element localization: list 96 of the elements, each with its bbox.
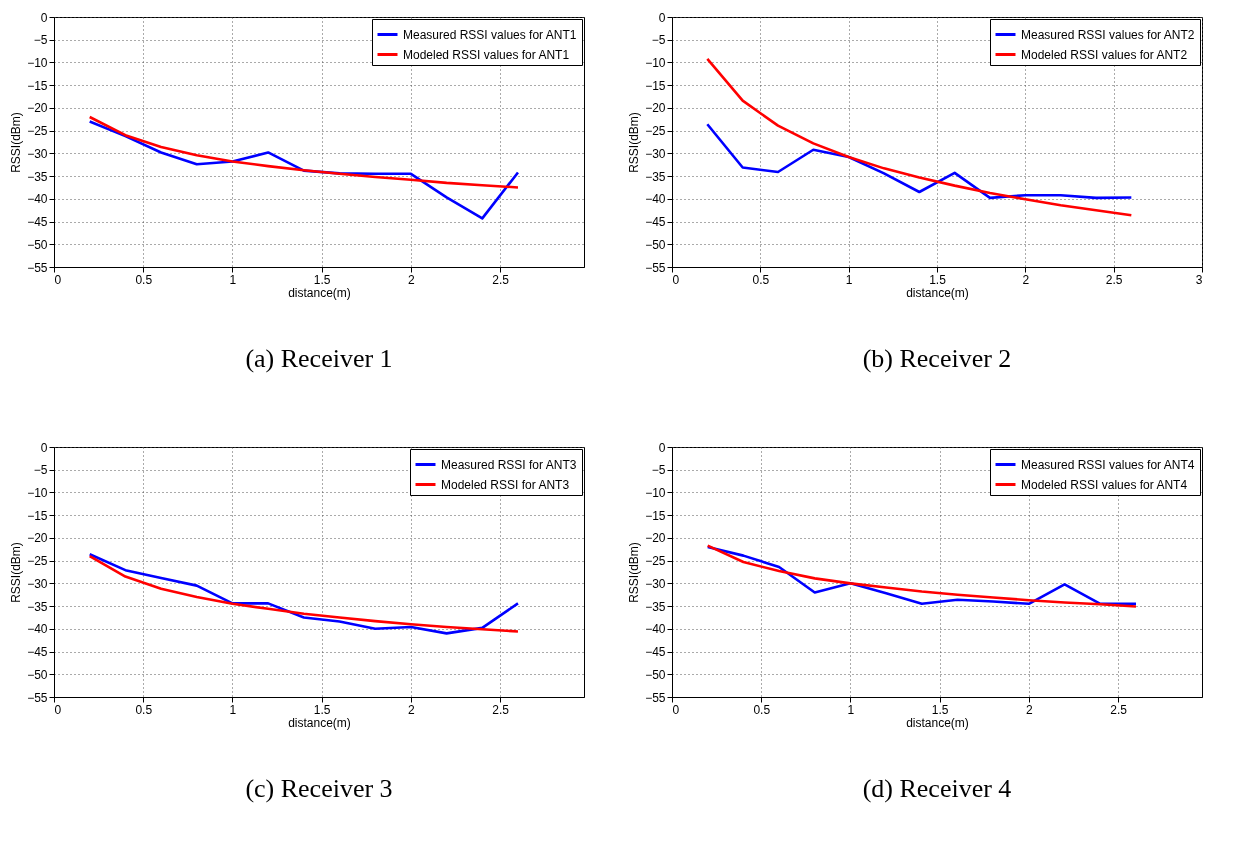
y-tick-label: −40 xyxy=(645,192,666,207)
y-tick-label: −10 xyxy=(27,485,48,500)
y-axis-title: RSSI(dBm) xyxy=(627,112,642,173)
x-tick-label: 2.5 xyxy=(1110,702,1128,717)
y-tick-label: −30 xyxy=(645,146,666,161)
y-tick-label: −15 xyxy=(645,508,666,523)
x-tick-label: 0 xyxy=(54,702,62,717)
y-tick-label: −20 xyxy=(645,531,666,546)
legend-label: Measured RSSI values for ANT4 xyxy=(1021,457,1195,472)
y-tick-label: −55 xyxy=(645,260,666,275)
x-tick-label: 0 xyxy=(672,272,680,287)
y-tick-label: −5 xyxy=(33,463,48,478)
y-tick-label: −45 xyxy=(645,215,666,230)
y-tick-label: −45 xyxy=(27,645,48,660)
y-tick-label: −35 xyxy=(645,169,666,184)
y-tick-label: −5 xyxy=(651,463,666,478)
x-tick-label: 1.5 xyxy=(313,272,331,287)
y-tick-label: −45 xyxy=(645,645,666,660)
x-tick-label: 0.5 xyxy=(135,702,153,717)
y-axis-title: RSSI(dBm) xyxy=(9,112,24,173)
y-tick-label: 0 xyxy=(40,440,48,455)
y-tick-label: −15 xyxy=(27,508,48,523)
y-tick-label: −15 xyxy=(27,78,48,93)
x-tick-label: 2 xyxy=(1026,702,1034,717)
y-axis-title: RSSI(dBm) xyxy=(9,542,24,603)
legend-label: Measured RSSI values for ANT1 xyxy=(403,27,577,42)
x-tick-label: 0 xyxy=(54,272,62,287)
y-tick-label: −45 xyxy=(27,215,48,230)
y-tick-label: −25 xyxy=(27,124,48,139)
x-tick-label: 3 xyxy=(1195,272,1203,287)
legend-label: Modeled RSSI values for ANT2 xyxy=(1021,47,1188,62)
y-tick-label: −40 xyxy=(645,622,666,637)
y-tick-label: −40 xyxy=(27,192,48,207)
x-axis-title: distance(m) xyxy=(288,715,351,730)
y-tick-label: −30 xyxy=(27,576,48,591)
y-tick-label: −25 xyxy=(645,554,666,569)
text: (d) Receiver 4 xyxy=(862,774,1012,803)
x-tick-label: 2 xyxy=(408,702,416,717)
y-tick-label: −35 xyxy=(27,169,48,184)
y-tick-label: −25 xyxy=(27,554,48,569)
y-tick-label: −55 xyxy=(27,690,48,705)
y-tick-label: −30 xyxy=(645,576,666,591)
y-tick-label: −55 xyxy=(645,690,666,705)
x-axis-title: distance(m) xyxy=(906,285,969,300)
x-tick-label: 2.5 xyxy=(1105,272,1123,287)
x-axis-title: distance(m) xyxy=(288,285,351,300)
x-tick-label: 1.5 xyxy=(313,702,331,717)
legend-label: Modeled RSSI values for ANT4 xyxy=(1021,477,1188,492)
x-axis-title: distance(m) xyxy=(906,715,969,730)
x-tick-label: 0.5 xyxy=(753,702,771,717)
x-tick-label: 1 xyxy=(229,702,237,717)
text: (c) Receiver 3 xyxy=(245,774,393,803)
y-tick-label: −10 xyxy=(27,55,48,70)
y-tick-label: −50 xyxy=(27,667,48,682)
x-tick-label: 0 xyxy=(672,702,680,717)
y-tick-label: −5 xyxy=(651,33,666,48)
y-tick-label: −50 xyxy=(645,237,666,252)
y-tick-label: −50 xyxy=(27,237,48,252)
x-tick-label: 0.5 xyxy=(752,272,770,287)
y-tick-label: −20 xyxy=(645,101,666,116)
x-tick-label: 2.5 xyxy=(492,702,510,717)
y-tick-label: −15 xyxy=(645,78,666,93)
y-tick-label: −35 xyxy=(27,599,48,614)
line-series xyxy=(706,57,1133,217)
y-tick-label: −50 xyxy=(645,667,666,682)
legend-label: Measured RSSI for ANT3 xyxy=(441,457,577,472)
x-tick-label: 2 xyxy=(408,272,416,287)
y-tick-label: −30 xyxy=(27,146,48,161)
y-tick-label: −55 xyxy=(27,260,48,275)
y-tick-label: −5 xyxy=(33,33,48,48)
y-tick-label: −20 xyxy=(27,531,48,546)
y-tick-label: 0 xyxy=(40,10,48,25)
x-tick-label: 1.5 xyxy=(931,702,949,717)
x-tick-label: 1.5 xyxy=(929,272,947,287)
x-tick-label: 1 xyxy=(229,272,237,287)
x-tick-label: 2.5 xyxy=(492,272,510,287)
y-tick-label: −10 xyxy=(645,485,666,500)
legend-label: Measured RSSI values for ANT2 xyxy=(1021,27,1195,42)
legend-label: Modeled RSSI values for ANT1 xyxy=(403,47,570,62)
y-tick-label: 0 xyxy=(658,10,666,25)
line-series xyxy=(706,122,1133,200)
text: (b) Receiver 2 xyxy=(862,344,1012,373)
x-tick-label: 1 xyxy=(845,272,853,287)
x-tick-label: 2 xyxy=(1022,272,1030,287)
y-tick-label: −25 xyxy=(645,124,666,139)
y-tick-label: 0 xyxy=(658,440,666,455)
y-tick-label: −35 xyxy=(645,599,666,614)
text: (a) Receiver 1 xyxy=(245,344,393,373)
x-tick-label: 0.5 xyxy=(135,272,153,287)
y-tick-label: −10 xyxy=(645,55,666,70)
y-tick-label: −40 xyxy=(27,622,48,637)
y-axis-title: RSSI(dBm) xyxy=(627,542,642,603)
legend-label: Modeled RSSI for ANT3 xyxy=(441,477,570,492)
x-tick-label: 1 xyxy=(847,702,855,717)
line-series xyxy=(88,115,520,189)
y-tick-label: −20 xyxy=(27,101,48,116)
